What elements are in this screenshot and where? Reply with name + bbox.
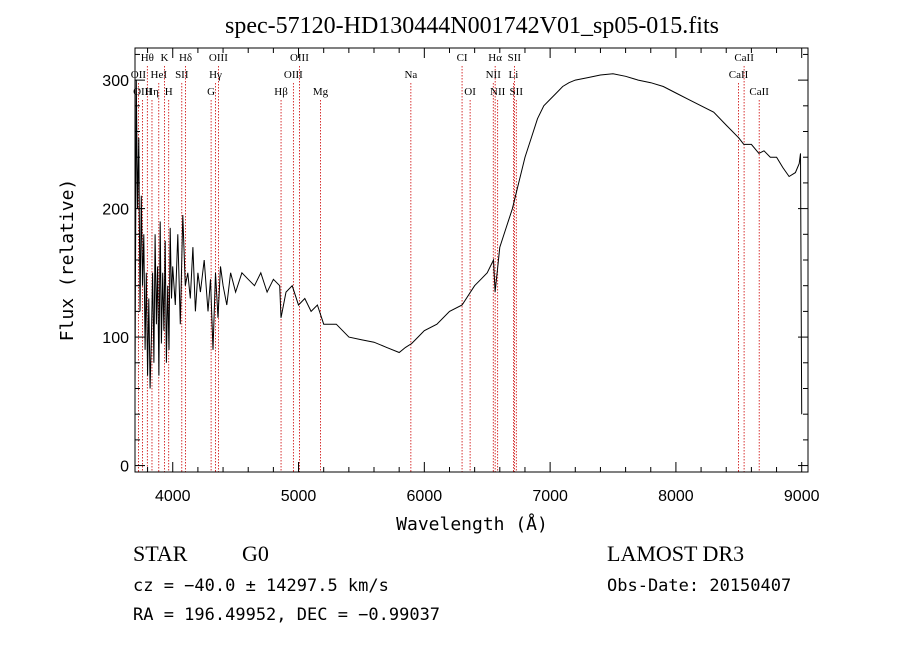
line-label: K: [160, 52, 168, 64]
y-tick-label: 0: [120, 459, 129, 476]
line-label: SII: [508, 52, 522, 64]
line-label: OIII: [284, 69, 303, 81]
x-tick-label: 6000: [407, 488, 443, 505]
line-label: Na: [404, 69, 417, 81]
line-label: CaII: [729, 69, 749, 81]
y-axis-label: Flux (relative): [57, 179, 78, 342]
line-label: NII: [486, 69, 502, 81]
x-tick-label: 5000: [281, 488, 317, 505]
line-label: NII: [490, 86, 506, 98]
line-label: Hη: [145, 86, 159, 98]
x-tick-label: 8000: [658, 488, 694, 505]
line-label: OII: [131, 69, 147, 81]
line-label: CaII: [749, 86, 769, 98]
survey-name: LAMOST DR3: [607, 541, 744, 566]
x-axis-label: Wavelength (Å): [396, 513, 548, 535]
line-label: OIII: [133, 86, 152, 98]
y-tick-label: 100: [102, 330, 129, 347]
y-tick-label: 200: [102, 202, 129, 219]
line-label: CI: [457, 52, 468, 64]
line-label: SII: [175, 69, 189, 81]
object-subclass: G0: [242, 541, 269, 566]
chart-title: spec-57120-HD130444N001742V01_sp05-015.f…: [225, 13, 719, 39]
line-label: Hβ: [274, 86, 288, 98]
line-label: Hδ: [179, 52, 192, 64]
line-label: H: [165, 86, 173, 98]
line-label: HeI: [151, 69, 168, 81]
line-label: Li: [508, 69, 518, 81]
object-class: STAR: [133, 541, 188, 566]
line-labels: Hθ K Hδ OIII OIII CI Hα SII CaII OII HeI SII Hγ OIII N…: [131, 52, 770, 98]
line-label: Hα: [488, 52, 502, 64]
line-label: Mg: [313, 86, 329, 98]
x-tick-label: 7000: [532, 488, 568, 505]
line-label: OIII: [209, 52, 228, 64]
line-label: G: [207, 86, 215, 98]
line-label: SII: [510, 86, 524, 98]
redshift-info: cz = −40.0 ± 14297.5 km/s: [133, 576, 389, 596]
x-tick-label: 9000: [784, 488, 820, 505]
line-label: Hθ: [141, 52, 154, 64]
x-axis: 4000 5000 6000 7000 8000 9000: [147, 48, 820, 505]
observation-date: Obs-Date: 20150407: [607, 576, 791, 596]
y-axis: 0 100 200 300: [102, 53, 808, 476]
spectrum-line: [134, 73, 803, 415]
line-markers: [137, 66, 760, 472]
line-label: CaII: [734, 52, 754, 64]
coordinates: RA = 196.49952, DEC = −0.99037: [133, 605, 440, 625]
y-tick-label: 300: [102, 73, 129, 90]
x-tick-label: 4000: [155, 488, 191, 505]
line-label: OI: [464, 86, 476, 98]
line-label: OIII: [290, 52, 309, 64]
line-label: Hγ: [209, 69, 222, 81]
plot-frame: [134, 47, 809, 473]
